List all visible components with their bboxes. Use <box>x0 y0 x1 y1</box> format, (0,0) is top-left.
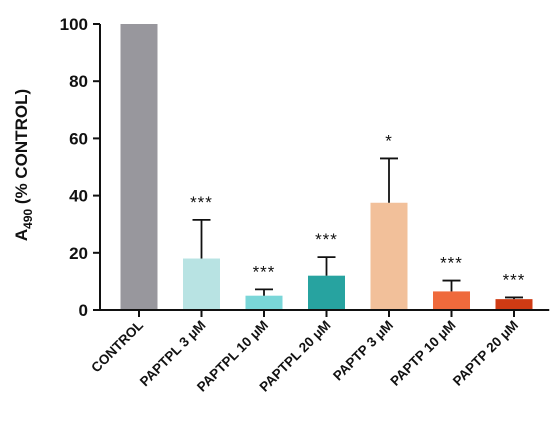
y-label-subscript: 490 <box>21 208 35 228</box>
y-tick-label: 40 <box>69 187 88 206</box>
x-tick-label: CONTROL <box>88 318 146 376</box>
y-tick-label: 60 <box>69 129 88 148</box>
y-tick-label: 0 <box>79 301 88 320</box>
significance-label: *** <box>315 230 338 249</box>
significance-label: *** <box>190 193 213 212</box>
significance-label: *** <box>440 254 463 273</box>
bar <box>183 258 220 310</box>
y-tick-label: 100 <box>60 15 88 34</box>
bar <box>370 202 408 310</box>
y-axis-label: A490 (% CONTROL) <box>12 89 35 241</box>
y-tick-label: 20 <box>69 244 88 263</box>
y-axis: 0 20 40 60 80 100 <box>60 15 101 320</box>
significance-label: * <box>385 131 393 150</box>
x-tick-label: PAPTPL 3 μM <box>137 318 209 390</box>
significance-label: *** <box>253 262 276 281</box>
bar <box>245 295 283 310</box>
bar <box>120 24 158 310</box>
bar <box>495 299 533 310</box>
x-tick-label: PAPTP 3 μM <box>330 318 396 384</box>
y-label-rest: (% CONTROL) <box>12 89 31 209</box>
significance-label: *** <box>503 270 526 289</box>
bar <box>308 275 345 310</box>
x-tick-label: PAPTP 10 μM <box>387 318 458 389</box>
bar <box>433 291 470 310</box>
y-label-main: A <box>12 229 31 241</box>
x-tick-label: PAPTP 20 μM <box>450 318 521 389</box>
bars: **************** <box>120 24 533 310</box>
y-tick-label: 80 <box>69 72 88 91</box>
